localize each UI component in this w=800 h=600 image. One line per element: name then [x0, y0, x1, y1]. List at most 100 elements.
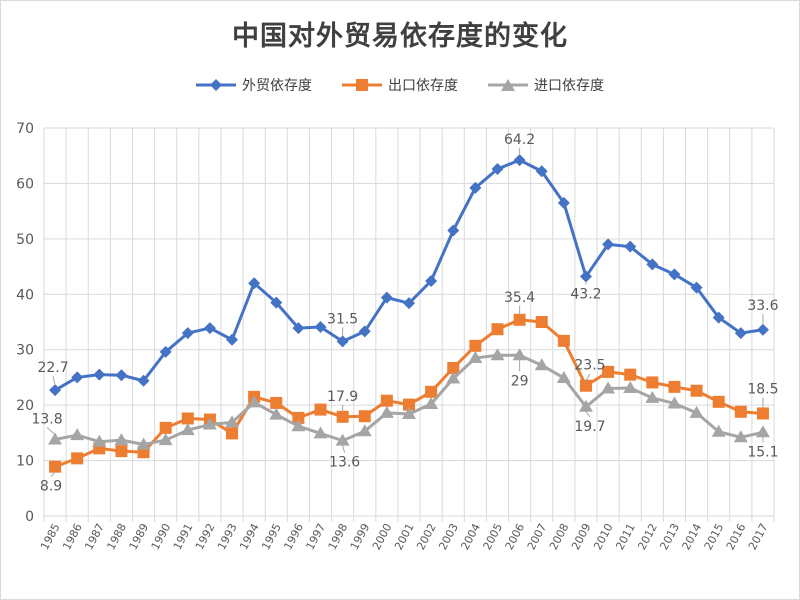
data-point-0-30 [712, 311, 725, 324]
data-point-0-12 [314, 320, 327, 333]
data-point-1-11 [292, 411, 305, 424]
x-tick-label: 1993 [215, 521, 240, 552]
data-point-1-1 [71, 452, 84, 465]
data-label: 18.5 [747, 381, 778, 397]
data-point-2-10 [269, 407, 284, 420]
data-point-1-21 [513, 313, 526, 326]
data-point-2-16 [402, 407, 416, 420]
data-point-1-27 [646, 376, 659, 389]
data-point-1-22 [535, 316, 548, 328]
data-label: 64.2 [504, 132, 535, 148]
data-point-2-13 [335, 433, 350, 446]
x-tick-label: 1987 [82, 521, 107, 552]
data-label: 15.1 [747, 444, 778, 460]
legend-label: 进口依存度 [534, 78, 604, 94]
data-label-leader [50, 471, 56, 477]
x-tick-label: 2000 [370, 521, 395, 552]
data-label: 8.9 [40, 479, 62, 495]
data-point-0-16 [403, 297, 415, 310]
x-tick-label: 1995 [259, 521, 284, 552]
y-tick-label: 40 [16, 287, 34, 303]
data-label-leader [585, 411, 591, 418]
data-point-2-19 [468, 351, 483, 364]
data-point-0-28 [668, 268, 681, 281]
data-point-2-31 [733, 430, 748, 443]
x-tick-label: 1991 [171, 521, 196, 552]
data-point-1-0 [49, 460, 62, 473]
data-point-2-28 [667, 396, 682, 409]
x-tick-label: 2013 [657, 521, 682, 552]
data-point-0-17 [425, 274, 438, 287]
data-point-1-26 [624, 368, 637, 381]
data-point-0-11 [292, 322, 305, 335]
data-point-2-14 [357, 424, 372, 437]
data-point-0-14 [358, 325, 371, 338]
data-label: 19.7 [574, 419, 605, 435]
data-label: 13.6 [329, 455, 360, 471]
y-tick-label: 0 [25, 509, 34, 525]
data-point-0-24 [579, 270, 592, 283]
data-label: 35.4 [504, 290, 535, 306]
y-tick-label: 50 [16, 232, 34, 248]
data-point-2-8 [225, 415, 240, 428]
data-point-2-4 [136, 437, 151, 450]
x-tick-label: 1992 [193, 521, 218, 552]
legend-marker-diamond-icon [196, 79, 236, 91]
series-line-0 [54, 158, 764, 392]
data-point-0-26 [624, 240, 637, 253]
data-point-1-25 [602, 365, 615, 378]
data-point-0-7 [203, 322, 216, 335]
x-tick-label: 1996 [281, 521, 306, 552]
data-label: 43.2 [570, 287, 601, 303]
data-point-1-28 [668, 380, 681, 393]
data-point-1-31 [734, 405, 747, 418]
data-point-2-18 [446, 371, 461, 384]
y-tick-label: 70 [16, 121, 34, 137]
x-tick-label: 1998 [326, 521, 351, 552]
data-label-leader [342, 445, 346, 453]
legend-item-import: 进口依存度 [488, 75, 604, 95]
legend-label: 出口依存度 [388, 78, 458, 94]
data-point-0-27 [646, 258, 659, 271]
data-point-2-26 [623, 380, 638, 393]
x-tick-label: 1985 [38, 521, 63, 552]
legend-label: 外贸依存度 [242, 78, 312, 94]
data-point-0-8 [226, 333, 239, 346]
data-point-2-5 [158, 433, 173, 446]
y-tick-label: 30 [16, 343, 34, 359]
data-point-2-15 [379, 405, 394, 418]
data-point-2-3 [114, 433, 129, 446]
data-label: 23.5 [574, 358, 605, 374]
data-label: 17.9 [327, 389, 358, 405]
data-point-2-32 [755, 425, 770, 438]
data-point-0-6 [181, 327, 194, 340]
data-point-1-17 [425, 385, 438, 398]
x-tick-label: 2012 [635, 521, 660, 552]
data-point-0-18 [447, 224, 460, 237]
data-point-2-23 [556, 370, 571, 383]
data-point-1-19 [469, 339, 482, 352]
data-point-1-32 [756, 407, 769, 420]
y-tick-label: 20 [16, 398, 34, 414]
data-point-1-29 [690, 384, 703, 397]
x-tick-label: 1999 [348, 521, 373, 552]
x-tick-label: 2003 [436, 521, 461, 552]
x-tick-label: 2008 [547, 521, 572, 552]
data-point-2-7 [202, 417, 217, 430]
chart-legend: 外贸依存度 出口依存度 进口依存度 [0, 74, 800, 96]
x-tick-label: 2011 [613, 521, 638, 552]
data-point-2-22 [534, 358, 549, 371]
data-point-2-17 [424, 397, 439, 410]
data-point-1-18 [447, 362, 460, 375]
y-tick-label: 60 [16, 176, 34, 192]
legend-marker-triangle-icon [488, 79, 528, 91]
legend-item-export: 出口依存度 [342, 75, 458, 95]
data-point-2-0 [48, 432, 63, 445]
data-point-2-27 [645, 390, 660, 403]
data-label: 31.5 [327, 311, 358, 327]
x-tick-label: 2005 [481, 521, 506, 552]
x-tick-label: 1986 [60, 521, 85, 552]
x-tick-label: 1990 [149, 521, 174, 552]
data-point-0-0 [49, 384, 62, 397]
